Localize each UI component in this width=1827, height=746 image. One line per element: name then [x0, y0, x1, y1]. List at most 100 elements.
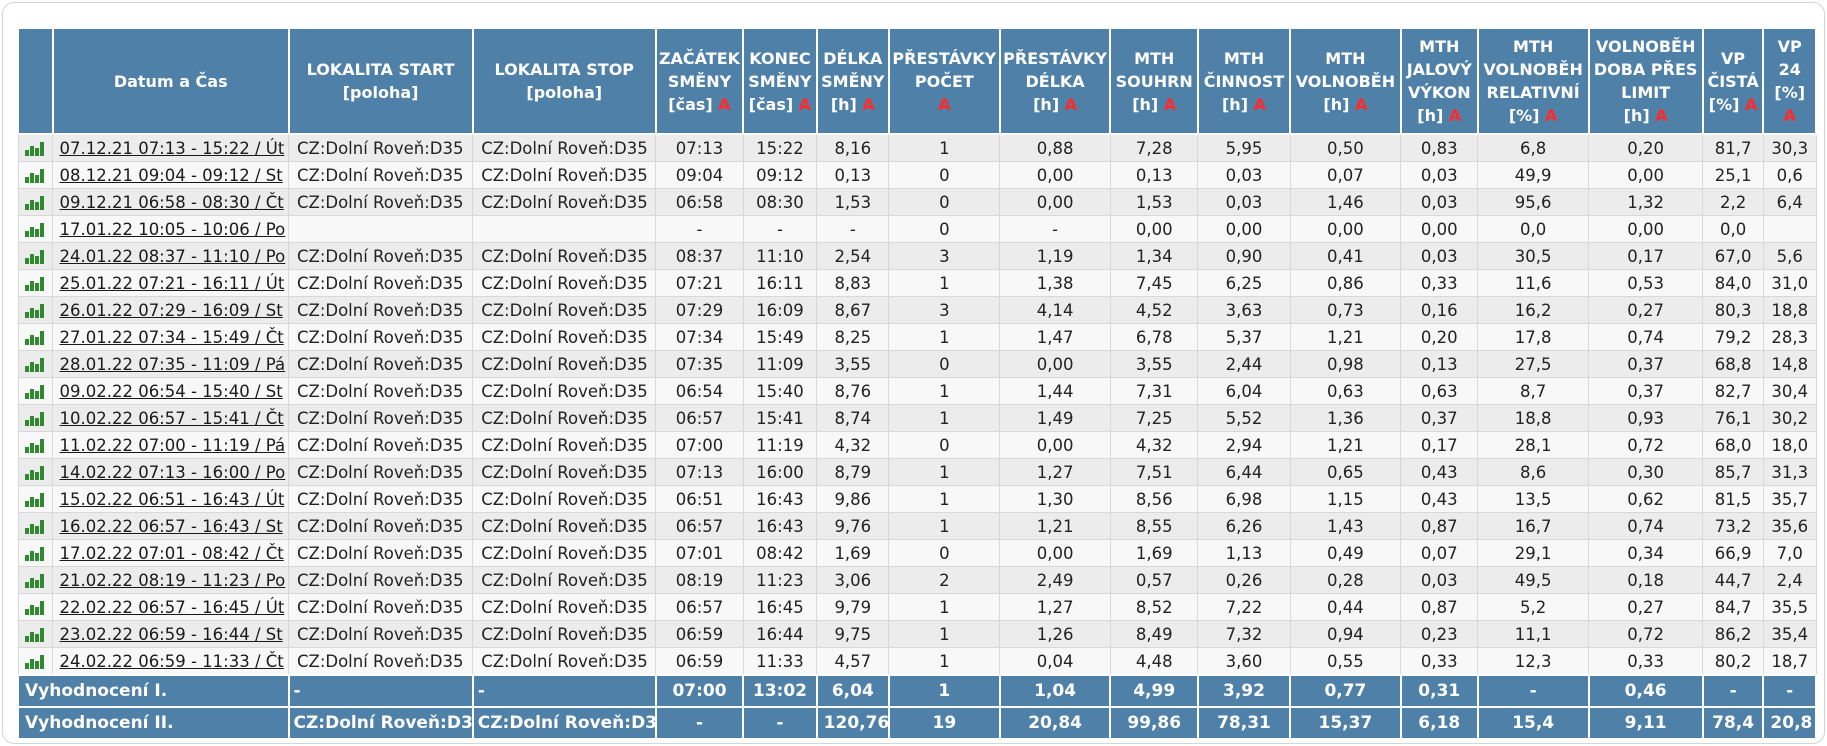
shift-datetime-cell[interactable]: 21.02.22 08:19 - 11:23 / Po: [52, 566, 289, 594]
sort-a-marker[interactable]: A: [1059, 94, 1078, 114]
value-cell: 0,55: [1289, 647, 1402, 676]
sort-a-marker[interactable]: A: [938, 94, 951, 114]
row-chart-cell[interactable]: [17, 188, 54, 216]
bar-chart-icon[interactable]: [25, 250, 45, 264]
shift-datetime-link[interactable]: 26.01.22 07:29 - 16:09 / St: [59, 300, 283, 320]
row-chart-cell[interactable]: [17, 431, 54, 459]
bar-chart-icon[interactable]: [25, 628, 45, 642]
shift-datetime-cell[interactable]: 07.12.21 07:13 - 15:22 / Út: [52, 133, 289, 162]
row-chart-cell[interactable]: [17, 647, 54, 676]
shift-datetime-link[interactable]: 17.02.22 07:01 - 08:42 / Čt: [59, 543, 284, 563]
sort-a-marker[interactable]: A: [1349, 94, 1368, 114]
sort-a-marker[interactable]: A: [1248, 94, 1266, 114]
shift-datetime-cell[interactable]: 10.02.22 06:57 - 15:41 / Čt: [52, 404, 289, 432]
row-chart-cell[interactable]: [17, 242, 54, 270]
row-chart-cell[interactable]: [17, 161, 54, 189]
shift-datetime-link[interactable]: 11.02.22 07:00 - 11:19 / Pá: [59, 435, 286, 455]
shift-datetime-cell[interactable]: 22.02.22 06:57 - 16:45 / Út: [52, 593, 289, 621]
row-chart-cell[interactable]: [17, 593, 54, 621]
shift-datetime-cell[interactable]: 14.02.22 07:13 - 16:00 / Po: [52, 458, 289, 486]
row-chart-cell[interactable]: [17, 512, 54, 540]
shift-datetime-cell[interactable]: 24.01.22 08:37 - 11:10 / Po: [52, 242, 289, 270]
row-chart-cell[interactable]: [17, 485, 54, 513]
row-chart-cell[interactable]: [17, 215, 54, 243]
shift-datetime-cell[interactable]: 11.02.22 07:00 - 11:19 / Pá: [52, 431, 289, 459]
shift-datetime-cell[interactable]: 17.02.22 07:01 - 08:42 / Čt: [52, 539, 289, 567]
shift-datetime-link[interactable]: 14.02.22 07:13 - 16:00 / Po: [59, 462, 286, 482]
shift-datetime-cell[interactable]: 24.02.22 06:59 - 11:33 / Čt: [52, 647, 289, 676]
bar-chart-icon[interactable]: [25, 520, 45, 534]
shift-datetime-cell[interactable]: 28.01.22 07:35 - 11:09 / Pá: [52, 350, 289, 378]
bar-chart-icon[interactable]: [25, 574, 45, 588]
bar-chart-icon[interactable]: [25, 493, 45, 507]
column-header-label: LOKALITA STOP: [494, 60, 635, 79]
shift-datetime-cell[interactable]: 25.01.22 07:21 - 16:11 / Út: [52, 269, 289, 297]
bar-chart-icon[interactable]: [25, 169, 45, 183]
bar-chart-icon[interactable]: [25, 412, 45, 426]
row-chart-cell[interactable]: [17, 620, 54, 648]
shift-datetime-link[interactable]: 07.12.21 07:13 - 15:22 / Út: [59, 138, 285, 158]
shift-datetime-cell[interactable]: 08.12.21 09:04 - 09:12 / St: [52, 161, 289, 189]
sort-a-marker[interactable]: A: [1739, 94, 1758, 114]
summary-value: -: [1476, 674, 1590, 708]
value-cell: 8,55: [1109, 512, 1199, 540]
shift-datetime-link[interactable]: 09.02.22 06:54 - 15:40 / St: [59, 381, 283, 401]
shift-datetime-link[interactable]: 09.12.21 06:58 - 08:30 / Čt: [59, 192, 284, 212]
shift-datetime-cell[interactable]: 16.02.22 06:57 - 16:43 / St: [52, 512, 289, 540]
shift-datetime-cell[interactable]: 09.02.22 06:54 - 15:40 / St: [52, 377, 289, 405]
row-chart-cell[interactable]: [17, 133, 54, 162]
sort-a-marker[interactable]: A: [1783, 106, 1796, 125]
bar-chart-icon[interactable]: [25, 142, 45, 156]
sort-a-marker[interactable]: A: [1158, 94, 1177, 114]
sort-a-marker[interactable]: A: [856, 94, 875, 114]
shift-datetime-link[interactable]: 25.01.22 07:21 - 16:11 / Út: [59, 273, 285, 293]
shift-datetime-link[interactable]: 08.12.21 09:04 - 09:12 / St: [59, 165, 283, 185]
shift-datetime-link[interactable]: 24.01.22 08:37 - 11:10 / Po: [59, 246, 286, 266]
row-chart-cell[interactable]: [17, 458, 54, 486]
shift-datetime-link[interactable]: 21.02.22 08:19 - 11:23 / Po: [59, 570, 286, 590]
sort-a-marker[interactable]: A: [1539, 106, 1558, 125]
row-chart-cell[interactable]: [17, 323, 54, 351]
shift-datetime-link[interactable]: 10.02.22 06:57 - 15:41 / Čt: [59, 408, 284, 428]
row-chart-cell[interactable]: [17, 350, 54, 378]
shift-datetime-link[interactable]: 24.02.22 06:59 - 11:33 / Čt: [59, 651, 284, 671]
bar-chart-icon[interactable]: [25, 331, 45, 345]
bar-chart-icon[interactable]: [25, 547, 45, 561]
shift-datetime-link[interactable]: 28.01.22 07:35 - 11:09 / Pá: [59, 354, 286, 374]
shift-datetime-cell[interactable]: 15.02.22 06:51 - 16:43 / Út: [52, 485, 289, 513]
bar-chart-icon[interactable]: [25, 385, 45, 399]
shift-datetime-cell[interactable]: 09.12.21 06:58 - 08:30 / Čt: [52, 188, 289, 216]
bar-chart-icon[interactable]: [25, 601, 45, 615]
shift-datetime-cell[interactable]: 27.01.22 07:34 - 15:49 / Čt: [52, 323, 289, 351]
location-cell: CZ:Dolní Roveň:D35: [472, 566, 657, 594]
row-chart-cell[interactable]: [17, 377, 54, 405]
shift-datetime-cell[interactable]: 23.02.22 06:59 - 16:44 / St: [52, 620, 289, 648]
shift-datetime-link[interactable]: 15.02.22 06:51 - 16:43 / Út: [59, 489, 285, 509]
row-chart-cell[interactable]: [17, 404, 54, 432]
shift-datetime-cell[interactable]: 17.01.22 10:05 - 10:06 / Po: [52, 215, 289, 243]
shift-datetime-link[interactable]: 27.01.22 07:34 - 15:49 / Čt: [59, 327, 284, 347]
shift-datetime-link[interactable]: 17.01.22 10:05 - 10:06 / Po: [59, 219, 286, 239]
bar-chart-icon[interactable]: [25, 439, 45, 453]
shift-datetime-link[interactable]: 16.02.22 06:57 - 16:43 / St: [59, 516, 283, 536]
bar-chart-icon[interactable]: [25, 655, 45, 669]
column-header: MTH VOLNOBĚH [h] A: [1289, 27, 1402, 135]
bar-chart-icon[interactable]: [25, 466, 45, 480]
row-chart-cell[interactable]: [17, 566, 54, 594]
sort-a-marker[interactable]: A: [793, 94, 812, 114]
bar-chart-icon[interactable]: [25, 304, 45, 318]
shift-datetime-link[interactable]: 23.02.22 06:59 - 16:44 / St: [59, 624, 283, 644]
bar-chart-icon[interactable]: [25, 196, 45, 210]
bar-chart-icon[interactable]: [25, 358, 45, 372]
shift-datetime-link[interactable]: 22.02.22 06:57 - 16:45 / Út: [59, 597, 285, 617]
bar-chart-icon[interactable]: [25, 223, 45, 237]
row-chart-cell[interactable]: [17, 269, 54, 297]
bar-chart-icon[interactable]: [25, 277, 45, 291]
sort-a-marker[interactable]: A: [1443, 106, 1462, 125]
row-chart-cell[interactable]: [17, 539, 54, 567]
sort-a-marker[interactable]: A: [1649, 106, 1668, 125]
value-cell: 95,6: [1477, 188, 1590, 216]
sort-a-marker[interactable]: A: [712, 94, 731, 114]
shift-datetime-cell[interactable]: 26.01.22 07:29 - 16:09 / St: [52, 296, 289, 324]
row-chart-cell[interactable]: [17, 296, 54, 324]
